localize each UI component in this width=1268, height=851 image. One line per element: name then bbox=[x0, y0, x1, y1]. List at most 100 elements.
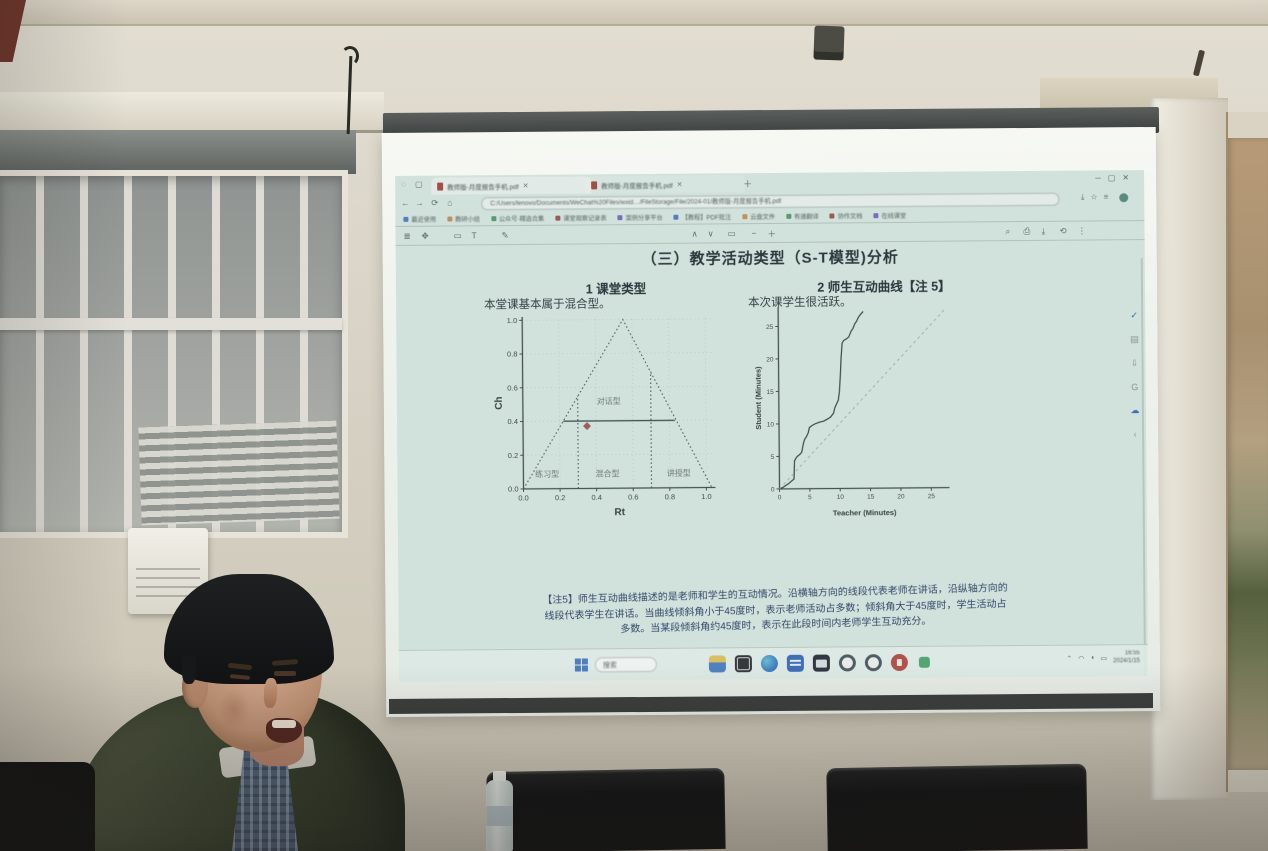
forward-icon[interactable]: → bbox=[415, 197, 424, 208]
chair-back bbox=[826, 763, 1088, 851]
start-button[interactable] bbox=[574, 658, 588, 672]
ceiling-beam bbox=[0, 0, 1268, 26]
water-bottle bbox=[486, 771, 513, 851]
wps-app-icon[interactable] bbox=[918, 656, 930, 668]
refresh-icon[interactable]: ⟳ bbox=[431, 197, 439, 208]
svg-text:1.0: 1.0 bbox=[507, 316, 518, 325]
bookmark-item[interactable]: 案例分享平台 bbox=[617, 212, 663, 222]
bookmark-item[interactable]: 云盘文件 bbox=[742, 211, 775, 221]
network-icon[interactable]: ◠ bbox=[1078, 655, 1085, 663]
windows-taskbar: 搜索 ⌃ ◠ ◖ ▭ 16:55 2024/1/15 bbox=[398, 644, 1149, 682]
svg-text:0.2: 0.2 bbox=[508, 451, 519, 460]
music-app-icon[interactable] bbox=[890, 653, 908, 672]
svg-text:Student (Minutes): Student (Minutes) bbox=[754, 366, 764, 430]
maximize-icon[interactable]: ▢ bbox=[1107, 173, 1123, 183]
page-up-icon[interactable]: ∧ bbox=[691, 228, 698, 239]
bookmark-item[interactable]: 教研小组 bbox=[447, 214, 480, 223]
clock-time: 16:55 bbox=[1124, 650, 1140, 657]
document-icon[interactable]: ▤ bbox=[1130, 334, 1139, 345]
profile-avatar[interactable] bbox=[1119, 193, 1129, 203]
browser-tab-1[interactable]: 教师版-月度报告手机.pdf ✕ bbox=[431, 176, 592, 195]
rotate-icon[interactable]: ⟲ bbox=[1059, 225, 1067, 236]
svg-text:20: 20 bbox=[897, 493, 905, 500]
taskbar-clock[interactable]: 16:55 2024/1/15 bbox=[1113, 650, 1140, 666]
favicon bbox=[829, 212, 835, 219]
favicon bbox=[742, 213, 748, 219]
annotate-pen-icon[interactable]: ✎ bbox=[501, 230, 509, 241]
find-icon[interactable]: ⌕ bbox=[1005, 226, 1011, 237]
painting-margin bbox=[1228, 770, 1268, 792]
scrollbar[interactable] bbox=[1140, 258, 1147, 682]
bookmark-label: 协作文档 bbox=[837, 212, 863, 220]
svg-text:0.6: 0.6 bbox=[628, 493, 639, 502]
svg-text:15: 15 bbox=[767, 389, 775, 396]
bookmark-item[interactable]: 课堂观察记录表 bbox=[555, 213, 607, 223]
bookmark-item[interactable]: 在线课堂 bbox=[873, 210, 906, 220]
tab-search-icon[interactable]: ◌ bbox=[401, 179, 406, 189]
bookmark-label: 云盘文件 bbox=[750, 213, 775, 221]
bookmark-item[interactable]: 协作文档 bbox=[829, 211, 863, 220]
tab-title: 教师版-月度报告手机.pdf bbox=[447, 183, 519, 192]
bookmark-label: 最近使用 bbox=[411, 216, 437, 224]
mail-app-icon[interactable] bbox=[812, 654, 830, 672]
bookmark-item[interactable]: 最近使用 bbox=[403, 214, 436, 223]
download-icon[interactable]: ⤓ bbox=[1080, 192, 1091, 202]
favicon bbox=[403, 216, 409, 222]
back-icon[interactable]: ← bbox=[401, 197, 410, 208]
edge-browser-icon[interactable] bbox=[760, 654, 778, 673]
sidebar-toggle-icon[interactable]: ≣ bbox=[403, 230, 411, 241]
collapse-icon[interactable]: ‹ bbox=[1133, 429, 1137, 440]
browser-tab-2[interactable]: 教师版-月度报告手机.pdf ✕ bbox=[585, 175, 746, 194]
home-icon[interactable]: ⌂ bbox=[447, 197, 453, 208]
svg-text:Rt: Rt bbox=[614, 507, 625, 518]
file-explorer-icon[interactable] bbox=[708, 655, 726, 673]
svg-text:10: 10 bbox=[767, 421, 775, 428]
favorite-icon[interactable]: ☆ bbox=[1090, 192, 1104, 202]
presenter-shirt bbox=[232, 750, 298, 851]
svg-text:0.0: 0.0 bbox=[508, 485, 519, 494]
more-icon[interactable]: ⋮ bbox=[1077, 225, 1087, 236]
app-icon-dark[interactable] bbox=[734, 655, 752, 673]
menu-icon[interactable]: ≡ bbox=[1103, 192, 1115, 202]
st-curve-chart: 0 5 10 15 20 25 0 5 10 15 20 25 Teacher (Minutes) Stu… bbox=[754, 306, 950, 518]
svg-text:10: 10 bbox=[837, 494, 845, 501]
save-icon[interactable]: ⤓ bbox=[1041, 225, 1046, 236]
docs-app-icon[interactable] bbox=[786, 654, 804, 672]
favicon bbox=[873, 212, 879, 218]
toolbar-right-icons[interactable]: ⤓☆≡ bbox=[1081, 192, 1114, 202]
bookmark-item[interactable]: 公众号·精选合集 bbox=[490, 213, 544, 223]
app-icon-ring-2[interactable] bbox=[864, 654, 882, 672]
zoom-out-icon[interactable]: − bbox=[751, 228, 757, 239]
cloud-icon[interactable]: ☁ bbox=[1130, 405, 1140, 416]
favicon bbox=[617, 214, 623, 220]
g-icon[interactable]: G bbox=[1131, 382, 1139, 393]
check-icon[interactable]: ✓ bbox=[1130, 310, 1138, 321]
print-icon[interactable]: ⎙ bbox=[1023, 225, 1031, 237]
page-box-icon[interactable]: ▭ bbox=[727, 228, 736, 239]
hand-tool-icon[interactable]: ✥ bbox=[421, 230, 429, 241]
zoom-in-icon[interactable]: ＋ bbox=[767, 228, 777, 240]
sort-icon[interactable]: ⇩ bbox=[1130, 358, 1139, 369]
svg-text:0: 0 bbox=[771, 486, 775, 493]
projected-desktop: ◌ ▢ 教师版-月度报告手机.pdf ✕ 教师版-月度报告手机.pdf ✕ ＋ … bbox=[395, 170, 1149, 682]
text-tool-icon[interactable]: T bbox=[471, 230, 477, 241]
bookmark-label: 课堂观察记录表 bbox=[563, 214, 607, 223]
tray-up-icon[interactable]: ⌃ bbox=[1066, 655, 1073, 663]
volume-icon[interactable]: ◖ bbox=[1090, 654, 1095, 662]
bookmark-item[interactable]: 有道翻译 bbox=[785, 211, 819, 220]
taskbar-search[interactable]: 搜索 bbox=[594, 656, 657, 673]
battery-icon[interactable]: ▭ bbox=[1100, 655, 1108, 663]
bookmark-item[interactable]: 【教程】PDF批注 bbox=[673, 212, 731, 221]
app-icon-ring-1[interactable] bbox=[838, 654, 856, 672]
window-controls[interactable]: ─▢✕ bbox=[1095, 173, 1136, 182]
new-tab-button[interactable]: ＋ bbox=[743, 179, 753, 190]
select-tool-icon[interactable]: ▭ bbox=[453, 230, 462, 241]
workspace-icon[interactable]: ▢ bbox=[415, 179, 423, 189]
close-tab-icon[interactable]: ✕ bbox=[522, 182, 529, 190]
page-down-icon[interactable]: ∨ bbox=[707, 228, 714, 239]
close-icon[interactable]: ✕ bbox=[1122, 173, 1137, 183]
minimize-icon[interactable]: ─ bbox=[1095, 173, 1108, 183]
svg-text:0.4: 0.4 bbox=[508, 417, 519, 426]
close-tab-icon[interactable]: ✕ bbox=[676, 181, 683, 189]
